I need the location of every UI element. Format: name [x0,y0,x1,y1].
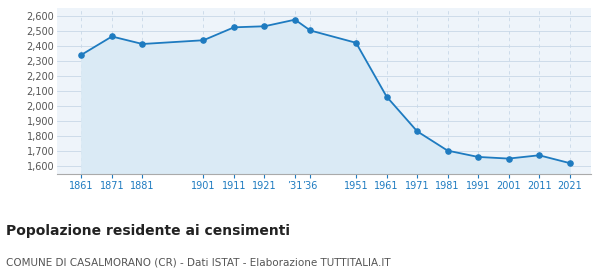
Point [504,156,514,161]
Point [199,38,208,43]
Point [77,53,86,57]
Point [351,41,361,45]
Point [412,129,422,134]
Point [473,155,483,159]
Point [229,25,239,30]
Point [565,161,574,165]
Point [137,42,147,46]
Point [305,28,315,33]
Point [107,34,117,39]
Text: Popolazione residente ai censimenti: Popolazione residente ai censimenti [6,224,290,238]
Point [260,24,269,29]
Point [443,148,452,153]
Point [290,17,300,22]
Text: COMUNE DI CASALMORANO (CR) - Dati ISTAT - Elaborazione TUTTITALIA.IT: COMUNE DI CASALMORANO (CR) - Dati ISTAT … [6,258,391,268]
Point [382,94,391,99]
Point [535,153,544,158]
